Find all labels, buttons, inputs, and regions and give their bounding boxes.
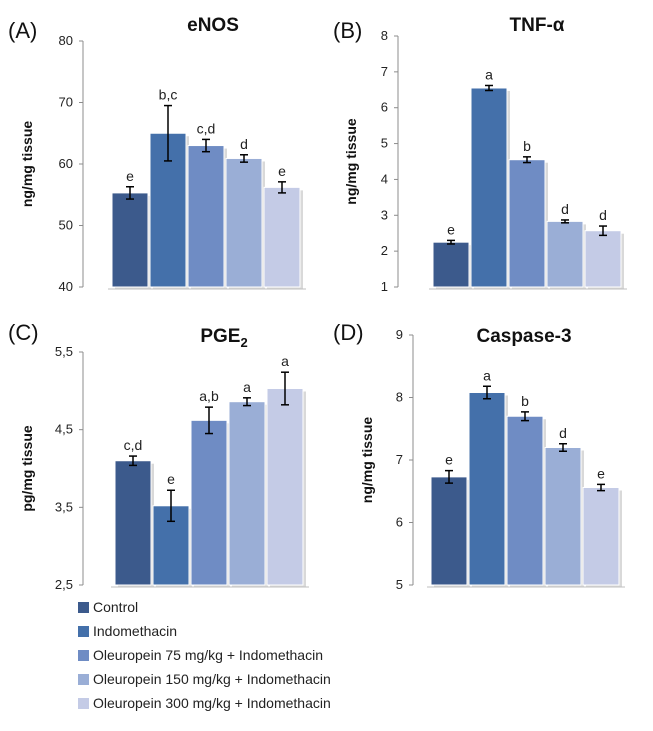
y-tick-label: 70 [59,95,73,110]
legend-label: Control [93,599,138,615]
significance-label: b [523,138,531,154]
y-tick-label: 5,5 [55,344,73,359]
bar [470,87,508,288]
chart-title-subscript: 2 [240,335,247,350]
significance-label: d [240,136,248,152]
bar [582,487,620,586]
y-tick-label: 3 [381,207,388,222]
legend-label: Oleuropein 300 mg/kg + Indomethacin [93,695,331,711]
chart-title: eNOS [187,15,239,36]
significance-label: e [278,163,286,179]
bar [544,447,582,586]
bar [266,388,304,586]
significance-label: c,d [124,437,143,453]
legend-swatch [78,602,89,613]
chart-title-text: PGE [200,326,240,347]
significance-label: e [597,465,605,481]
chart-title: Caspase-3 [476,326,571,347]
chart-title-text: eNOS [187,15,239,36]
y-tick-label: 7 [396,452,403,467]
chart-panel: (C) PGE2 pg/mg tissue 2,5 3,5 4,5 5,5 c,d e a,b a a [8,320,309,592]
bar [508,159,546,288]
bar [111,192,149,288]
legend-swatch [78,698,89,709]
legend-swatch [78,626,89,637]
significance-label: a [243,379,251,395]
y-axis-label: pg/mg tissue [19,425,35,512]
chart-title: PGE2 [200,326,247,350]
legend: Control Indomethacin Oleuropein 75 mg/kg +… [78,599,331,711]
chart-panel: (B) TNF-α ng/mg tissue 1 2 3 4 5 6 7 8 e a b d d [333,15,627,294]
panel-letter: (D) [333,320,364,345]
y-tick-label: 50 [59,218,73,233]
significance-label: e [445,452,453,468]
y-tick-label: 80 [59,33,73,48]
legend-label: Indomethacin [93,623,177,639]
bar [584,230,622,288]
y-tick-label: 6 [396,515,403,530]
y-tick-label: 4,5 [55,422,73,437]
y-axis-label: ng/mg tissue [343,118,359,205]
y-tick-label: 1 [381,279,388,294]
y-tick-label: 2,5 [55,577,73,592]
y-tick-label: 9 [396,327,403,342]
y-tick-label: 3,5 [55,499,73,514]
bar [506,415,544,586]
panel-letter: (C) [8,320,39,345]
y-tick-label: 7 [381,64,388,79]
significance-label: e [126,168,134,184]
chart-title-text: Caspase-3 [476,326,571,347]
chart-title-text: TNF-α [510,15,565,36]
significance-label: c,d [197,120,216,136]
significance-label: a [483,367,491,383]
y-tick-label: 4 [381,171,388,186]
y-tick-label: 8 [381,28,388,43]
y-tick-label: 5 [396,577,403,592]
significance-label: e [447,221,455,237]
chart-panel: (D) Caspase-3 ng/mg tissue 5 6 7 8 9 e a b d e [333,320,625,592]
bar [468,392,506,586]
y-tick-label: 8 [396,390,403,405]
bar [432,241,470,288]
bar [114,460,152,586]
bar [546,220,584,288]
y-tick-label: 2 [381,243,388,258]
y-axis-label: ng/mg tissue [359,417,375,504]
panel-letter: (A) [8,18,37,43]
significance-label: d [599,207,607,223]
bar [225,157,263,288]
y-tick-label: 40 [59,279,73,294]
bar [228,401,266,586]
significance-label: d [559,425,567,441]
legend-label: Oleuropein 150 mg/kg + Indomethacin [93,671,331,687]
significance-label: a [485,66,493,82]
significance-label: a [281,353,289,369]
y-axis-label: ng/mg tissue [19,121,35,208]
bar [190,419,228,586]
significance-label: d [561,201,569,217]
significance-label: b [521,393,529,409]
chart-panel: (A) eNOS ng/mg tissue 40 50 60 70 80 e b,c c,d d e [8,15,306,294]
significance-label: a,b [199,388,219,404]
bar [187,145,225,288]
y-tick-label: 6 [381,100,388,115]
significance-label: b,c [159,87,178,103]
legend-swatch [78,650,89,661]
legend-swatch [78,674,89,685]
y-tick-label: 60 [59,156,73,171]
legend-label: Oleuropein 75 mg/kg + Indomethacin [93,647,323,663]
significance-label: e [167,471,175,487]
y-tick-label: 5 [381,136,388,151]
bar [263,186,301,288]
panel-letter: (B) [333,18,362,43]
bar [430,476,468,586]
chart-title: TNF-α [510,15,565,36]
